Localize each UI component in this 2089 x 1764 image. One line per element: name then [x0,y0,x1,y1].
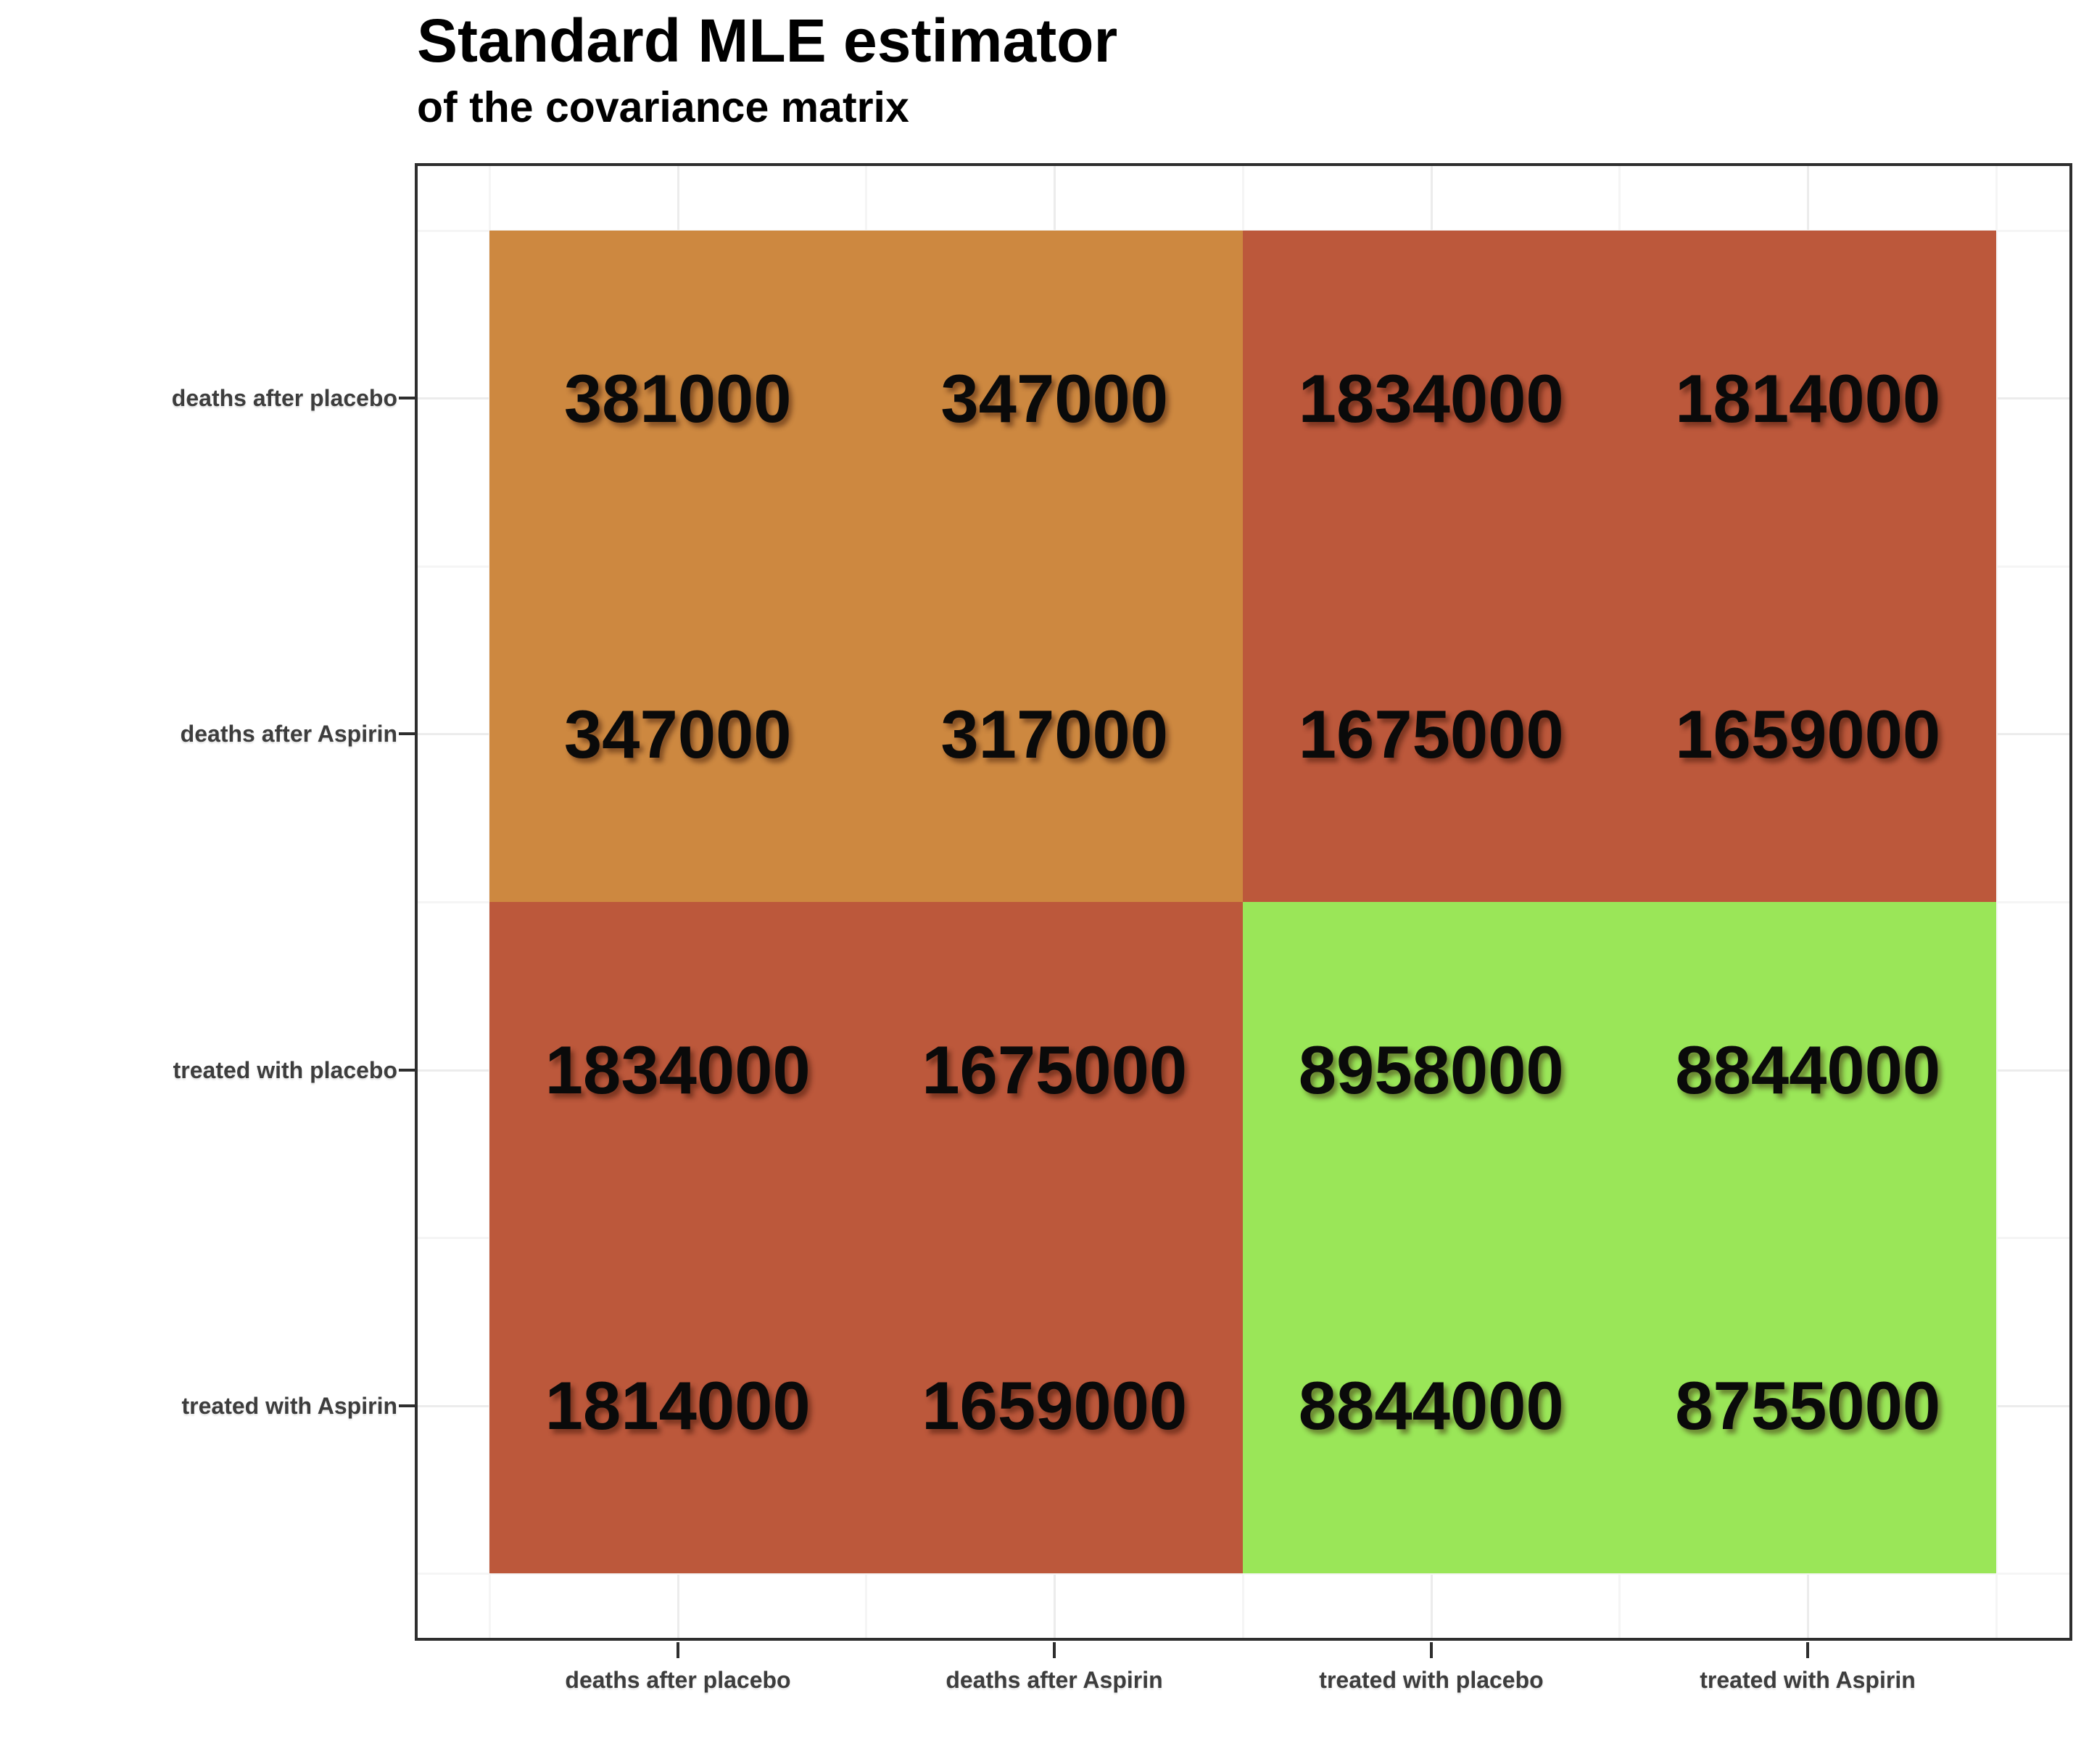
cell-value-label: 1814000 [545,1367,811,1444]
cell-value-label: 8844000 [1675,1031,1941,1108]
cell-value-label: 1814000 [1675,360,1941,436]
cell-value-label: 347000 [563,695,792,772]
heatmap-cell: 1675000 [1243,566,1620,902]
chart-subtitle: of the covariance matrix [417,83,909,131]
plot-panel: 381000 347000 1834000 1814000 347000 317000 16… [415,163,2072,1641]
cell-value-label: 1675000 [922,1031,1188,1108]
x-axis-tick [1806,1642,1809,1658]
heatmap-cell: 347000 [489,566,866,902]
chart-title: Standard MLE estimator [417,7,1118,75]
heatmap-cell: 1659000 [1619,566,1996,902]
heatmap-cell: 1834000 [1243,231,1620,566]
x-axis-label: treated with Aspirin [1700,1667,1916,1693]
y-axis-label: deaths after placebo [171,385,397,411]
y-axis-tick [399,1404,415,1407]
cell-value-label: 1659000 [922,1367,1188,1444]
cell-value-label: 317000 [940,695,1169,772]
cell-value-label: 1675000 [1298,695,1564,772]
cell-value-label: 8844000 [1298,1367,1564,1444]
heatmap-cell: 347000 [866,231,1243,566]
heatmap-cell: 1814000 [489,1238,866,1573]
y-axis-label: deaths after Aspirin [180,721,397,747]
cell-value-label: 1834000 [545,1031,811,1108]
y-axis-label: treated with Aspirin [181,1393,397,1419]
x-axis-tick [677,1642,679,1658]
cell-value-label: 1834000 [1298,360,1564,436]
x-axis-label: deaths after Aspirin [946,1667,1163,1693]
x-axis-label: deaths after placebo [565,1667,791,1693]
heatmap-cell: 1675000 [866,902,1243,1238]
heatmap-cell: 1814000 [1619,231,1996,566]
gridline-minor [1995,166,1998,1638]
cell-value-label: 1659000 [1675,695,1941,772]
heatmap-cell: 1834000 [489,902,866,1238]
heatmap-cell: 1659000 [866,1238,1243,1573]
heatmap-grid: 381000 347000 1834000 1814000 347000 317000 16… [489,231,1996,1573]
cell-value-label: 8958000 [1298,1031,1564,1108]
y-axis-tick [399,1069,415,1072]
heatmap-cell: 8844000 [1243,1238,1620,1573]
heatmap-cell: 8755000 [1619,1238,1996,1573]
heatmap-cell: 8958000 [1243,902,1620,1238]
cell-value-label: 347000 [940,360,1169,436]
y-axis-tick [399,397,415,399]
y-axis-tick [399,732,415,735]
x-axis-label: treated with placebo [1319,1667,1544,1693]
heatmap-cell: 381000 [489,231,866,566]
x-axis-tick [1053,1642,1056,1658]
y-axis-label: treated with placebo [173,1057,397,1083]
heatmap-cell: 317000 [866,566,1243,902]
cell-value-label: 381000 [563,360,792,436]
x-axis-tick [1430,1642,1433,1658]
heatmap-cell: 8844000 [1619,902,1996,1238]
cell-value-label: 8755000 [1675,1367,1941,1444]
